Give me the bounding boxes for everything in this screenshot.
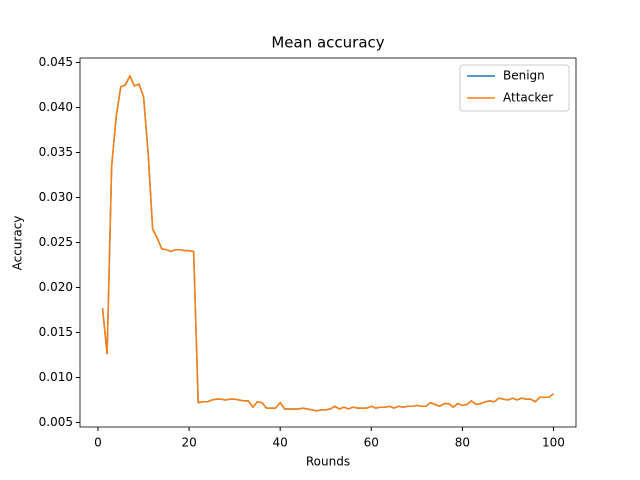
y-tick-label: 0.045 (39, 55, 73, 69)
x-axis-label: Rounds (306, 455, 350, 469)
y-tick-label: 0.005 (39, 415, 73, 429)
x-tick-label: 0 (94, 436, 102, 450)
x-tick-label: 40 (273, 436, 288, 450)
plot-frame (79, 57, 577, 428)
y-tick-label: 0.040 (39, 100, 73, 114)
legend-label: Benign (503, 69, 545, 83)
x-tick-label: 60 (364, 436, 379, 450)
y-tick-label: 0.015 (39, 325, 73, 339)
legend-label: Attacker (503, 91, 553, 105)
y-tick-label: 0.035 (39, 145, 73, 159)
chart-title: Mean accuracy (271, 34, 384, 52)
x-tick-label: 100 (542, 436, 565, 450)
y-axis-label: Accuracy (11, 216, 25, 271)
y-tick-label: 0.025 (39, 235, 73, 249)
x-tick-label: 80 (455, 436, 470, 450)
series-line (101, 74, 554, 412)
y-tick-label: 0.010 (39, 370, 73, 384)
x-tick-label: 20 (181, 436, 196, 450)
y-tick-label: 0.030 (39, 190, 73, 204)
y-tick-label: 0.020 (39, 280, 73, 294)
